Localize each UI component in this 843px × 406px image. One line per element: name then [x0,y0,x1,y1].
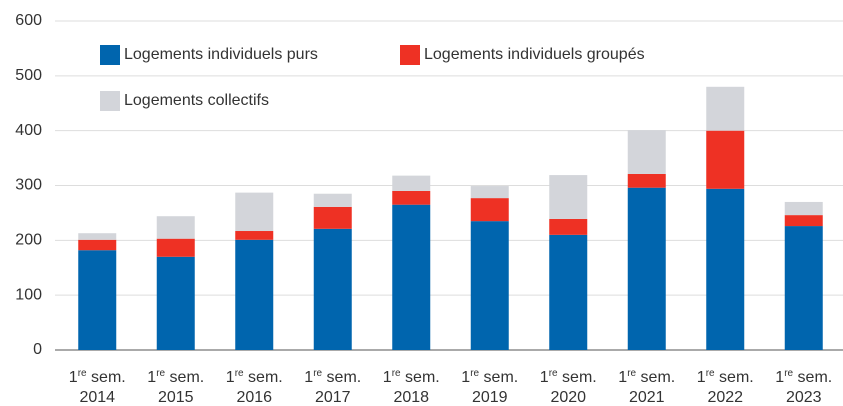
x-tick-label: 1re sem. 2014 [69,368,126,406]
bar-segment [392,190,431,205]
bar-segment [627,187,666,350]
bar-segment [78,233,117,240]
bar-segment [470,186,509,199]
y-tick-label: 100 [15,286,42,303]
x-tick-label: 1re sem. 2022 [697,368,754,406]
y-tick-label: 400 [15,122,42,139]
bar-segment [392,175,431,191]
y-tick-label: 600 [15,12,42,29]
x-tick-label: 1re sem. 2020 [540,368,597,406]
bar-segment [784,226,823,350]
legend-label: Logements individuels groupés [424,46,645,63]
bar-segment [706,86,745,131]
bar-segment [627,130,666,174]
bar-segment [549,175,588,219]
bar-segment [470,198,509,222]
bar-segment [392,204,431,350]
x-tick-label: 1re sem. 2017 [304,368,361,406]
bar-segment [78,239,117,251]
x-tick-label: 1re sem. 2018 [383,368,440,406]
legend-swatch [100,45,120,65]
bar-segment [784,215,823,227]
legend-swatch [100,91,120,111]
bar-segment [78,250,117,350]
legend-swatch [400,45,420,65]
bar-segment [313,206,352,229]
bar-segment [235,239,274,350]
y-tick-label: 0 [33,341,42,358]
x-tick-label: 1re sem. 2016 [226,368,283,406]
bar-segment [235,192,274,232]
bar-segment [470,221,509,350]
bar-segment [235,231,274,240]
legend-label: Logements individuels purs [124,46,318,63]
bar-segment [549,218,588,235]
y-tick-label: 300 [15,177,42,194]
x-tick-label: 1re sem. 2015 [147,368,204,406]
bar-segment [313,193,352,207]
x-tick-label: 1re sem. 2019 [461,368,518,406]
bar-segment [156,256,195,350]
bar-segment [784,201,823,216]
bar-segment [549,234,588,350]
x-tick-label: 1re sem. 2023 [775,368,832,406]
bar-segment [156,216,195,239]
x-tick-label: 1re sem. 2021 [618,368,675,406]
bar-segment [156,238,195,257]
bar-segment [706,130,745,189]
bar-segment [313,228,352,350]
y-tick-label: 200 [15,232,42,249]
bar-segment [706,188,745,350]
bar-segment [627,173,666,188]
legend-label: Logements collectifs [124,92,269,109]
y-tick-label: 500 [15,67,42,84]
